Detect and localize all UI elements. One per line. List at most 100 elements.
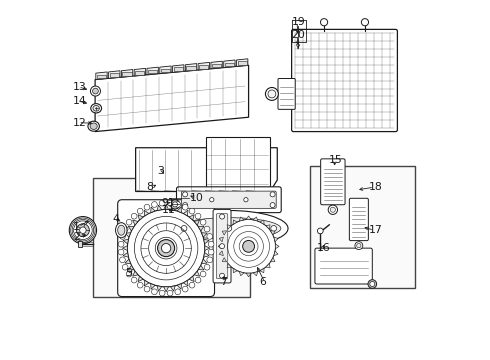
- Ellipse shape: [116, 223, 127, 238]
- Polygon shape: [274, 237, 278, 242]
- Circle shape: [181, 226, 187, 231]
- Polygon shape: [266, 225, 270, 229]
- Circle shape: [200, 271, 206, 277]
- FancyBboxPatch shape: [349, 198, 368, 240]
- Circle shape: [266, 87, 278, 100]
- Circle shape: [330, 207, 335, 212]
- Text: 5: 5: [125, 268, 132, 278]
- Polygon shape: [266, 264, 270, 268]
- Circle shape: [183, 192, 188, 197]
- Circle shape: [328, 205, 338, 215]
- Circle shape: [93, 88, 98, 94]
- Polygon shape: [260, 268, 264, 273]
- Circle shape: [270, 203, 275, 208]
- Circle shape: [126, 219, 132, 225]
- FancyBboxPatch shape: [216, 214, 228, 279]
- Circle shape: [189, 282, 195, 288]
- FancyBboxPatch shape: [315, 248, 372, 284]
- Circle shape: [120, 257, 125, 263]
- Polygon shape: [205, 246, 210, 251]
- Circle shape: [271, 226, 276, 231]
- Text: 18: 18: [368, 182, 383, 192]
- Circle shape: [76, 224, 89, 237]
- Polygon shape: [198, 226, 204, 231]
- Polygon shape: [219, 237, 223, 242]
- Text: 7: 7: [220, 277, 227, 287]
- Circle shape: [91, 86, 100, 96]
- Bar: [93, 178, 250, 297]
- Polygon shape: [122, 246, 127, 251]
- Circle shape: [175, 202, 181, 207]
- Circle shape: [167, 290, 173, 296]
- Circle shape: [207, 234, 213, 239]
- Polygon shape: [222, 258, 226, 262]
- Polygon shape: [150, 284, 155, 289]
- Polygon shape: [123, 252, 128, 257]
- Polygon shape: [171, 205, 175, 211]
- Circle shape: [208, 249, 214, 255]
- FancyBboxPatch shape: [176, 187, 281, 213]
- FancyBboxPatch shape: [181, 191, 276, 208]
- Polygon shape: [219, 251, 223, 256]
- Polygon shape: [189, 276, 194, 282]
- Polygon shape: [164, 204, 169, 210]
- FancyBboxPatch shape: [213, 210, 231, 283]
- Polygon shape: [275, 244, 279, 249]
- Circle shape: [151, 289, 157, 294]
- Polygon shape: [239, 271, 244, 276]
- Circle shape: [167, 200, 173, 206]
- Polygon shape: [95, 65, 248, 132]
- Circle shape: [195, 277, 201, 283]
- Circle shape: [120, 234, 125, 239]
- Circle shape: [151, 202, 157, 207]
- Polygon shape: [185, 64, 196, 71]
- Text: 19: 19: [292, 17, 305, 27]
- Ellipse shape: [170, 211, 288, 246]
- Text: 14: 14: [73, 96, 87, 106]
- Polygon shape: [157, 205, 162, 211]
- Circle shape: [221, 220, 275, 273]
- Polygon shape: [133, 271, 138, 276]
- Polygon shape: [201, 259, 207, 264]
- Circle shape: [318, 228, 323, 234]
- Circle shape: [268, 90, 276, 98]
- Circle shape: [159, 200, 165, 206]
- Bar: [78, 240, 82, 247]
- Polygon shape: [222, 231, 226, 235]
- Polygon shape: [194, 271, 199, 276]
- Circle shape: [243, 240, 254, 252]
- Ellipse shape: [91, 104, 101, 113]
- Polygon shape: [138, 276, 143, 282]
- Polygon shape: [201, 233, 207, 237]
- Ellipse shape: [90, 123, 97, 130]
- Circle shape: [368, 280, 377, 288]
- Bar: [135, 71, 145, 75]
- Circle shape: [244, 198, 248, 202]
- Circle shape: [171, 200, 180, 209]
- Bar: [310, 166, 416, 288]
- Text: 12: 12: [73, 118, 87, 128]
- Circle shape: [204, 264, 210, 270]
- Circle shape: [220, 214, 224, 219]
- Polygon shape: [204, 239, 209, 244]
- Text: 8: 8: [147, 182, 153, 192]
- Bar: [199, 65, 208, 69]
- Text: 15: 15: [329, 155, 343, 165]
- Polygon shape: [171, 286, 175, 291]
- Circle shape: [158, 240, 174, 257]
- Polygon shape: [172, 65, 184, 72]
- Text: 3: 3: [157, 166, 164, 176]
- Circle shape: [137, 282, 143, 288]
- Polygon shape: [211, 61, 222, 69]
- Polygon shape: [125, 259, 131, 264]
- Polygon shape: [233, 268, 237, 273]
- Bar: [238, 62, 247, 65]
- Polygon shape: [177, 284, 182, 289]
- Text: 6: 6: [259, 277, 266, 287]
- Circle shape: [195, 213, 201, 219]
- Text: 16: 16: [317, 243, 330, 253]
- Polygon shape: [177, 207, 182, 213]
- Text: 17: 17: [368, 225, 383, 235]
- Text: 20: 20: [292, 30, 305, 40]
- Polygon shape: [164, 287, 169, 292]
